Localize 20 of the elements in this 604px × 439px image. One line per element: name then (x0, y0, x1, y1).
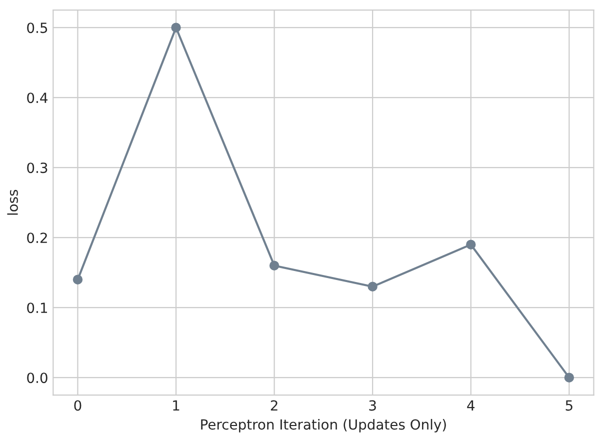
y-tick-label: 0.3 (27, 162, 48, 174)
point (72, 274, 83, 284)
x-axis-title: Perceptron Iteration (Updates Only) (201, 418, 446, 432)
y-tick-label: 0.2 (27, 232, 47, 244)
y-tick-label: 0.4 (27, 92, 48, 104)
x-tick-label: 0 (74, 400, 82, 411)
point (564, 372, 574, 382)
point (466, 240, 476, 250)
x-tick-label: 4 (467, 400, 475, 411)
point (269, 260, 280, 270)
point (171, 22, 181, 32)
x-tick-label: 5 (566, 400, 572, 411)
x-tick-label: 1 (173, 400, 180, 411)
point (368, 282, 378, 292)
y-axis-title: loss (7, 190, 18, 215)
y-tick-label: 0.1 (27, 302, 48, 314)
x-tick-label: 2 (270, 400, 278, 411)
x-tick-label: 3 (369, 400, 376, 411)
y-tick-label: 0.5 (27, 22, 48, 34)
y-tick-label: 0.0 (27, 372, 48, 384)
